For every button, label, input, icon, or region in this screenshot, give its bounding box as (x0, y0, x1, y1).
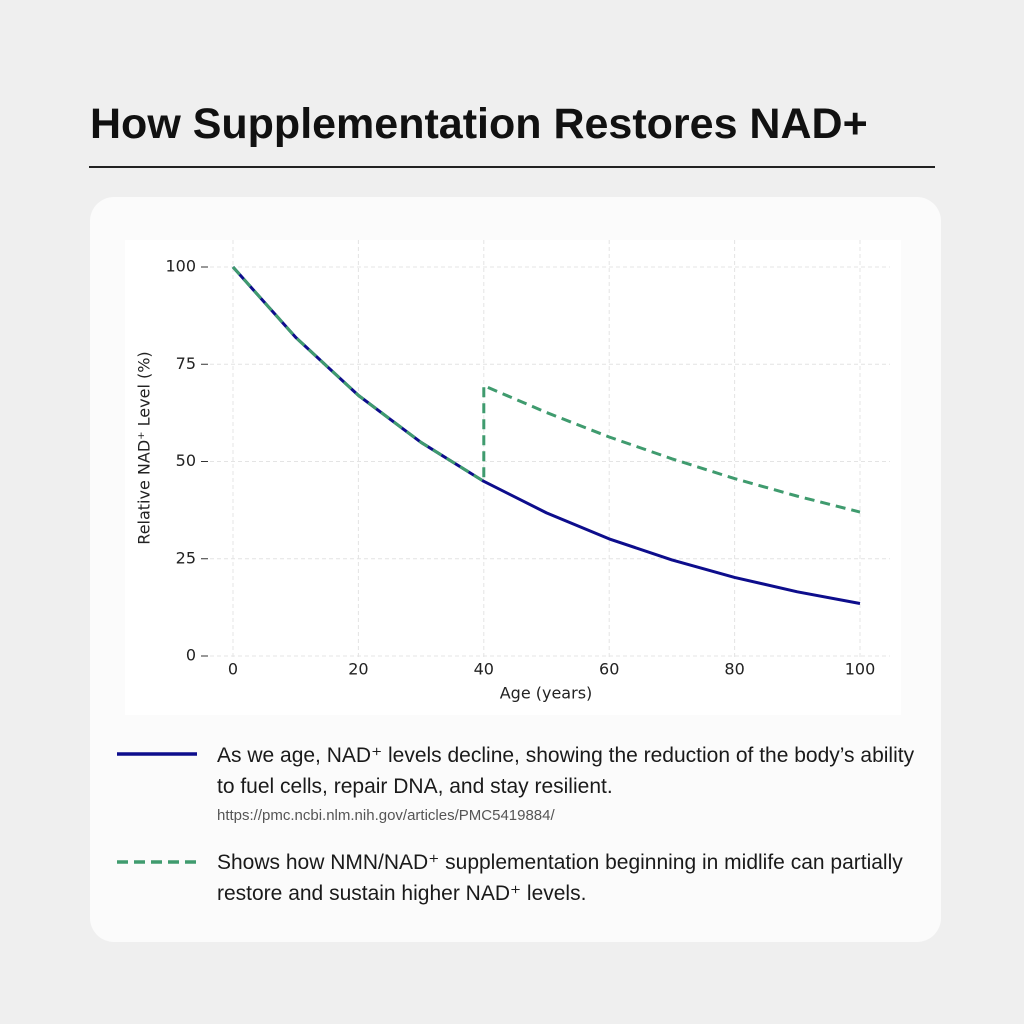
plot-background (125, 240, 901, 715)
y-tick-label: 0 (186, 646, 196, 665)
x-tick-label: 20 (348, 660, 368, 679)
series-line (231, 266, 861, 514)
x-tick-label: 40 (474, 660, 494, 679)
title: How Supplementation Restores NAD+ (90, 100, 868, 148)
x-tick-label: 100 (845, 660, 876, 679)
legend-text: Shows how NMN/NAD⁺ supplementation begin… (217, 851, 903, 905)
x-tick-label: 80 (724, 660, 744, 679)
x-tick-label: 60 (599, 660, 619, 679)
title-rule (89, 166, 935, 168)
y-tick-label: 50 (176, 451, 196, 470)
legend-text: As we age, NAD⁺ levels decline, showing … (217, 744, 915, 798)
y-tick-label: 100 (165, 257, 196, 276)
y-axis-label: Relative NAD⁺ Level (%) (135, 351, 154, 544)
x-axis-label: Age (years) (500, 684, 593, 703)
y-tick-label: 75 (176, 354, 196, 373)
source-link: https://pmc.ncbi.nlm.nih.gov/articles/PM… (217, 807, 555, 824)
x-tick-label: 0 (228, 660, 238, 679)
y-tick-label: 25 (176, 548, 196, 567)
